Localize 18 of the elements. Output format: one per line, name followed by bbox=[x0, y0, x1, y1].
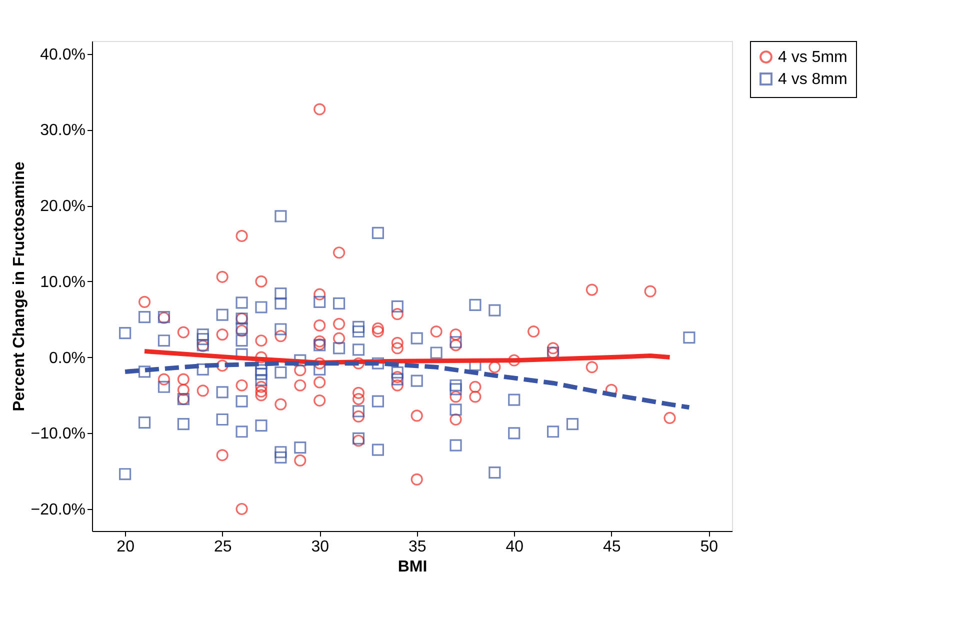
y-tick-label: 0.0% bbox=[49, 350, 86, 367]
x-tick-label: 20 bbox=[116, 538, 135, 556]
x-tick-label: 45 bbox=[602, 538, 621, 556]
legend-label: 4 vs 5mm bbox=[778, 49, 848, 66]
y-tick-label: −20.0% bbox=[30, 502, 86, 519]
y-tick-label: −10.0% bbox=[30, 426, 86, 443]
x-tick-label: 35 bbox=[408, 538, 426, 556]
x-tick-label: 25 bbox=[214, 538, 232, 556]
legend-label: 4 vs 8mm bbox=[778, 71, 848, 88]
y-tick-label: 20.0% bbox=[40, 198, 86, 216]
y-tick-label: 10.0% bbox=[40, 274, 86, 291]
y-tick-label: 40.0% bbox=[40, 46, 86, 64]
x-tick-label: 30 bbox=[311, 538, 330, 556]
y-tick-label: 30.0% bbox=[40, 122, 86, 140]
x-axis-title: BMI bbox=[398, 558, 428, 576]
x-tick-label: 40 bbox=[506, 538, 524, 556]
x-tick-label: 50 bbox=[700, 538, 718, 556]
y-axis-title: Percent Change in Fructosamine bbox=[10, 161, 28, 412]
